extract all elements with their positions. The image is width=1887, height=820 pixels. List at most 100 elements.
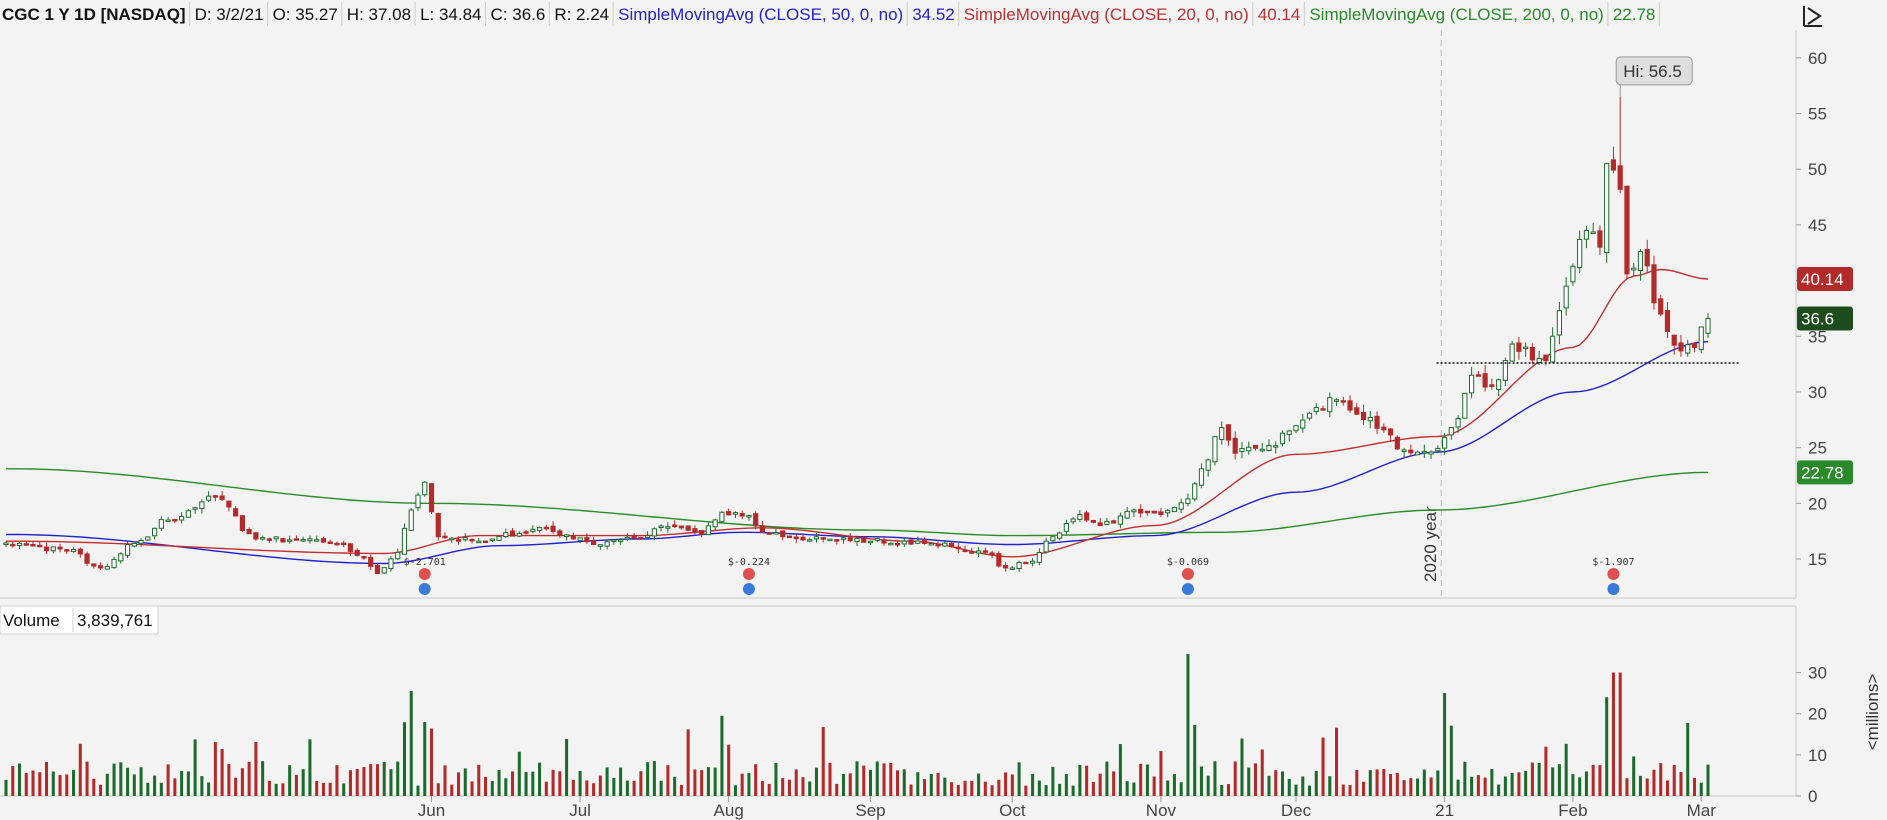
volume-bar xyxy=(781,778,785,796)
candle xyxy=(1084,510,1090,523)
candle xyxy=(712,518,718,531)
volume-bar xyxy=(504,778,508,796)
candle xyxy=(969,547,975,555)
volume-bar xyxy=(38,772,42,796)
volume-bar xyxy=(538,762,542,796)
volume-bar xyxy=(1307,785,1312,796)
candle xyxy=(645,531,651,540)
candle xyxy=(975,546,982,558)
volume-bar xyxy=(65,774,69,796)
volume-bar xyxy=(409,691,413,796)
candle xyxy=(1300,413,1306,433)
volume-bar xyxy=(821,727,825,796)
candle xyxy=(584,533,590,544)
price-tick-label: 30 xyxy=(1808,383,1827,402)
candle xyxy=(1219,421,1225,445)
time-tick-label: Dec xyxy=(1281,801,1312,820)
volume-bar xyxy=(1314,770,1318,796)
volume-bar xyxy=(281,783,285,796)
volume-bar xyxy=(929,774,933,796)
candle xyxy=(118,552,124,564)
volume-bar xyxy=(288,765,292,796)
candle xyxy=(1523,342,1529,357)
candle xyxy=(91,563,97,569)
volume-bar xyxy=(416,785,420,796)
candle xyxy=(1320,405,1326,411)
price-panel[interactable]: 2020 year 15202530354045505560 $-2.701$-… xyxy=(0,30,1853,599)
volume-bar xyxy=(1686,722,1690,796)
candle xyxy=(1590,222,1596,234)
volume-bar xyxy=(92,778,96,796)
candle xyxy=(624,533,630,542)
volume-bar xyxy=(936,772,940,796)
volume-bar xyxy=(153,775,157,796)
volume-bar xyxy=(1260,749,1264,796)
volume-bar xyxy=(1186,654,1190,796)
volume-bar xyxy=(1125,781,1129,796)
candle xyxy=(1475,371,1481,377)
candle xyxy=(23,540,29,546)
volume-bar xyxy=(1625,778,1629,796)
volume-bar xyxy=(389,769,393,796)
volume-bar xyxy=(544,781,548,796)
earnings-markers: $-2.701 $-0.224 $-0.069 $-1.907 xyxy=(404,557,1635,595)
candle xyxy=(381,567,387,575)
volume-bar xyxy=(1253,763,1258,796)
volume-bar xyxy=(808,781,812,796)
volume-bar xyxy=(4,779,8,796)
maximize-icon[interactable] xyxy=(1802,4,1824,27)
time-tick-label: Jul xyxy=(569,801,591,820)
candle xyxy=(415,492,421,512)
volume-bar xyxy=(767,783,771,796)
high-callout-text: Hi: 56.5 xyxy=(1623,62,1682,81)
volume-bar xyxy=(58,775,62,796)
candle xyxy=(1354,402,1360,416)
candle xyxy=(516,531,522,538)
volume-bar xyxy=(1638,775,1642,796)
earnings-text: $-0.069 xyxy=(1167,557,1209,568)
candle xyxy=(1306,411,1313,421)
volume-bar xyxy=(639,771,643,796)
volume-bar xyxy=(1476,775,1480,796)
volume-bar xyxy=(835,783,839,796)
candle xyxy=(1563,277,1569,316)
volume-bar xyxy=(1530,762,1534,796)
volume-panel[interactable]: Volume 3,839,761 0 10 20 30 <millions> xyxy=(0,605,1882,806)
time-axis-ticks: Jun Jul Aug Sep Oct Nov Dec 21 Feb Mar xyxy=(418,796,1716,820)
volume-bar xyxy=(382,761,386,796)
volume-bar xyxy=(605,767,609,796)
candle xyxy=(1252,444,1259,451)
volume-bar xyxy=(99,784,103,796)
candle xyxy=(1239,442,1245,459)
volume-bar xyxy=(1280,771,1285,796)
volume-bar xyxy=(1010,774,1014,796)
candle xyxy=(246,527,252,535)
candle xyxy=(172,518,178,524)
candle xyxy=(1509,341,1515,362)
sma200-legend-label: SimpleMovingAvg (CLOSE, 200, 0, no) xyxy=(1309,5,1604,24)
volume-bar xyxy=(31,770,35,796)
symbol-label: CGC 1 Y 1D [NASDAQ] xyxy=(2,5,186,24)
candle xyxy=(3,541,9,548)
volume-bar xyxy=(294,774,298,796)
candle xyxy=(1151,510,1157,514)
candle xyxy=(1212,435,1218,466)
earnings-marker: $-0.224 xyxy=(728,557,770,595)
volume-bar xyxy=(166,764,170,796)
volume-bar xyxy=(754,764,758,796)
candle xyxy=(64,548,70,554)
candle xyxy=(253,531,259,541)
candle xyxy=(442,532,448,539)
candle xyxy=(604,540,610,550)
candle xyxy=(563,533,570,541)
candle xyxy=(1293,425,1299,434)
volume-bar xyxy=(747,773,751,796)
candle xyxy=(145,536,151,541)
candle xyxy=(192,507,198,514)
price-tick-label: 25 xyxy=(1808,439,1827,458)
volume-bar xyxy=(1139,763,1143,796)
candle xyxy=(523,530,529,535)
volume-bar xyxy=(315,781,319,796)
candle xyxy=(124,541,131,559)
